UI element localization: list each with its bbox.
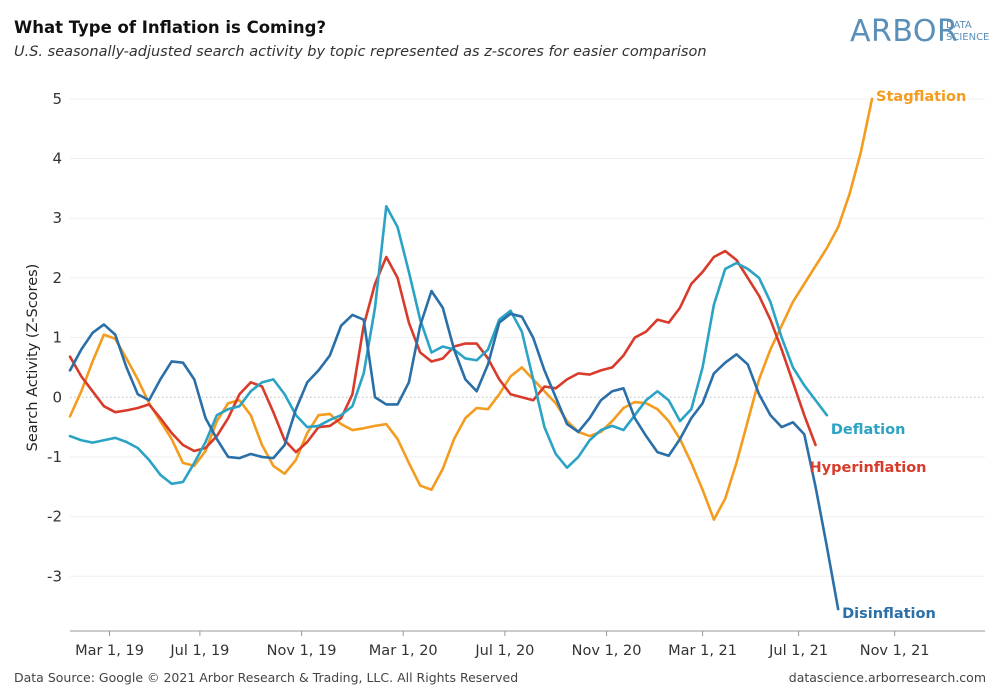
series-line-disinflation[interactable] — [68, 289, 840, 611]
label-layer: Stagflation Hyperinflation Deflation Disinf… — [810, 89, 967, 622]
series-label-deflation: Deflation — [831, 422, 906, 438]
logo-main-text: ARBOR — [850, 14, 959, 49]
series-line-hyperinflation[interactable] — [68, 249, 817, 454]
arbor-logo[interactable]: ARBOR DATA SCIENCE — [850, 12, 990, 52]
x-tick-label: Jul 1, 20 — [474, 643, 534, 659]
y-tick-label: -2 — [47, 508, 62, 526]
series-label-stagflation: Stagflation — [876, 89, 966, 105]
series-line-stagflation[interactable] — [68, 97, 874, 521]
y-tick-label: 4 — [52, 150, 62, 168]
logo-sub-text-1: DATA — [946, 20, 972, 31]
y-tick-label: -1 — [47, 448, 62, 466]
website-link[interactable]: datascience.arborresearch.com — [788, 670, 986, 685]
series-label-disinflation: Disinflation — [842, 606, 936, 622]
y-axis-title: Search Activity (Z-Scores) — [25, 264, 41, 452]
x-tick-label: Mar 1, 19 — [75, 643, 144, 659]
x-tick-label: Nov 1, 20 — [572, 643, 642, 659]
x-tick-label: Mar 1, 20 — [369, 643, 438, 659]
series-line-deflation[interactable] — [68, 204, 829, 486]
chart-title: What Type of Inflation is Coming? — [14, 18, 327, 37]
series-layer — [68, 97, 874, 611]
logo-sub-text-2: SCIENCE — [946, 32, 990, 43]
data-source-note: Data Source: Google © 2021 Arbor Researc… — [14, 670, 519, 685]
y-tick-label: -3 — [47, 567, 62, 585]
x-tick-label: Mar 1, 21 — [668, 643, 737, 659]
axis-layer: 5 4 3 2 1 0 -1 -2 -3 Mar 1, 19 Jul 1, 19 Nov 1, 19 M… — [25, 90, 985, 659]
series-label-hyperinflation: Hyperinflation — [810, 460, 927, 476]
y-tick-label: 0 — [52, 388, 62, 406]
y-tick-label: 2 — [52, 269, 62, 287]
y-tick-label: 5 — [52, 90, 62, 108]
x-tick-label: Nov 1, 19 — [267, 643, 337, 659]
x-tick-label: Jul 1, 19 — [169, 643, 229, 659]
chart-subtitle: U.S. seasonally-adjusted search activity… — [14, 44, 707, 60]
x-tick-label: Jul 1, 21 — [768, 643, 828, 659]
y-tick-label: 3 — [52, 209, 62, 227]
x-tick-label: Nov 1, 21 — [860, 643, 930, 659]
y-tick-label: 1 — [52, 329, 62, 347]
grid-layer — [70, 98, 985, 577]
